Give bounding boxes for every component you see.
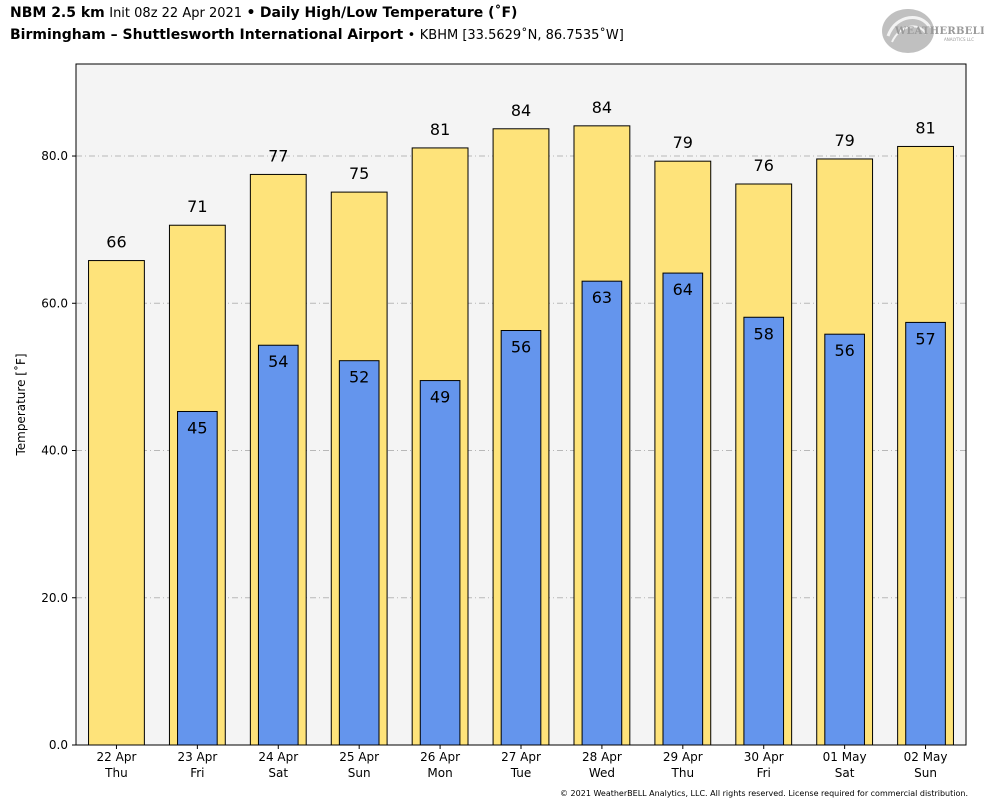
low-temp-bar [177, 410, 218, 746]
x-tick-date: 29 Apr [663, 750, 703, 764]
station-meta: KBHM [33.5629˚N, 86.7535˚W] [419, 28, 624, 43]
y-tick-label: 60.0 [41, 296, 68, 310]
x-tick-date: 25 Apr [339, 750, 379, 764]
low-temp-bar [662, 272, 704, 746]
high-temp-label: 79 [834, 131, 854, 150]
x-tick-weekday: Wed [589, 766, 615, 780]
x-tick-weekday: Mon [427, 766, 452, 780]
low-temp-bar [500, 330, 542, 746]
x-tick-weekday: Fri [757, 766, 771, 780]
x-tick-date: 02 May [904, 750, 948, 764]
y-tick-label: 40.0 [41, 444, 68, 458]
product-title: Daily High/Low Temperature (˚F) [259, 5, 518, 21]
high-temp-label: 76 [754, 156, 774, 175]
x-tick-weekday: Fri [190, 766, 204, 780]
low-temp-label: 64 [673, 280, 693, 299]
x-tick-weekday: Sun [348, 766, 371, 780]
title-bullet: • [246, 5, 256, 21]
low-temp-label: 57 [915, 329, 935, 348]
low-temp-label: 49 [430, 388, 450, 407]
x-tick-date: 23 Apr [177, 750, 217, 764]
x-tick-date: 30 Apr [744, 750, 784, 764]
x-tick-weekday: Thu [104, 766, 128, 780]
model-name: NBM 2.5 km [10, 5, 105, 21]
low-temp-bar [419, 380, 461, 746]
x-tick-weekday: Sun [914, 766, 937, 780]
low-temp-label: 52 [349, 368, 369, 387]
y-axis-label: Temperature [˚F] [13, 353, 28, 456]
high-temp-label: 81 [915, 118, 935, 137]
x-tick-date: 26 Apr [420, 750, 460, 764]
x-tick-date: 22 Apr [97, 750, 137, 764]
x-tick-weekday: Tue [510, 766, 532, 780]
low-temp-bar [257, 344, 299, 746]
low-temp-label: 54 [268, 352, 288, 371]
x-tick-date: 24 Apr [258, 750, 298, 764]
high-temp-label: 77 [268, 146, 288, 165]
weatherbell-logo [882, 9, 934, 53]
plot-frame [75, 63, 967, 746]
x-tick-weekday: Thu [671, 766, 695, 780]
y-tick-label: 80.0 [41, 149, 68, 163]
chart-title-line-1: NBM 2.5 km Init 08z 22 Apr 2021 • Daily … [10, 5, 517, 21]
copyright-footer: © 2021 WeatherBELL Analytics, LLC. All r… [560, 789, 968, 798]
title-bullet-2: • [407, 28, 416, 43]
low-temp-label: 56 [834, 341, 854, 360]
x-tick-date: 28 Apr [582, 750, 622, 764]
high-temp-label: 66 [106, 233, 126, 252]
logo-text: WEATHERBELL [895, 26, 984, 37]
high-temp-label: 71 [187, 197, 207, 216]
low-temp-bar [824, 333, 865, 746]
y-tick-label: 0.0 [49, 738, 68, 752]
high-temp-label: 84 [592, 98, 612, 117]
low-temp-label: 56 [511, 338, 531, 357]
low-temp-bar [743, 316, 785, 746]
x-tick-date: 01 May [823, 750, 867, 764]
x-tick-weekday: Sat [835, 766, 855, 780]
low-temp-bar [338, 360, 380, 746]
low-temp-label: 63 [592, 288, 612, 307]
logo-subtext: ANALYTICS LLC [944, 37, 975, 42]
high-temp-label: 81 [430, 120, 450, 139]
station-name: Birmingham – Shuttlesworth International… [10, 27, 404, 43]
low-temp-bar [581, 280, 623, 746]
chart-title-line-2: Birmingham – Shuttlesworth International… [10, 27, 624, 43]
low-temp-label: 45 [187, 418, 207, 437]
y-tick-label: 20.0 [41, 591, 68, 605]
high-temp-bar [88, 260, 145, 746]
init-time: Init 08z 22 Apr 2021 [109, 6, 243, 21]
x-tick-date: 27 Apr [501, 750, 541, 764]
high-temp-label: 79 [673, 133, 693, 152]
low-temp-label: 58 [754, 324, 774, 343]
x-tick-weekday: Sat [268, 766, 288, 780]
high-temp-label: 84 [511, 101, 531, 120]
high-temp-label: 75 [349, 164, 369, 183]
low-temp-bar [905, 321, 946, 746]
